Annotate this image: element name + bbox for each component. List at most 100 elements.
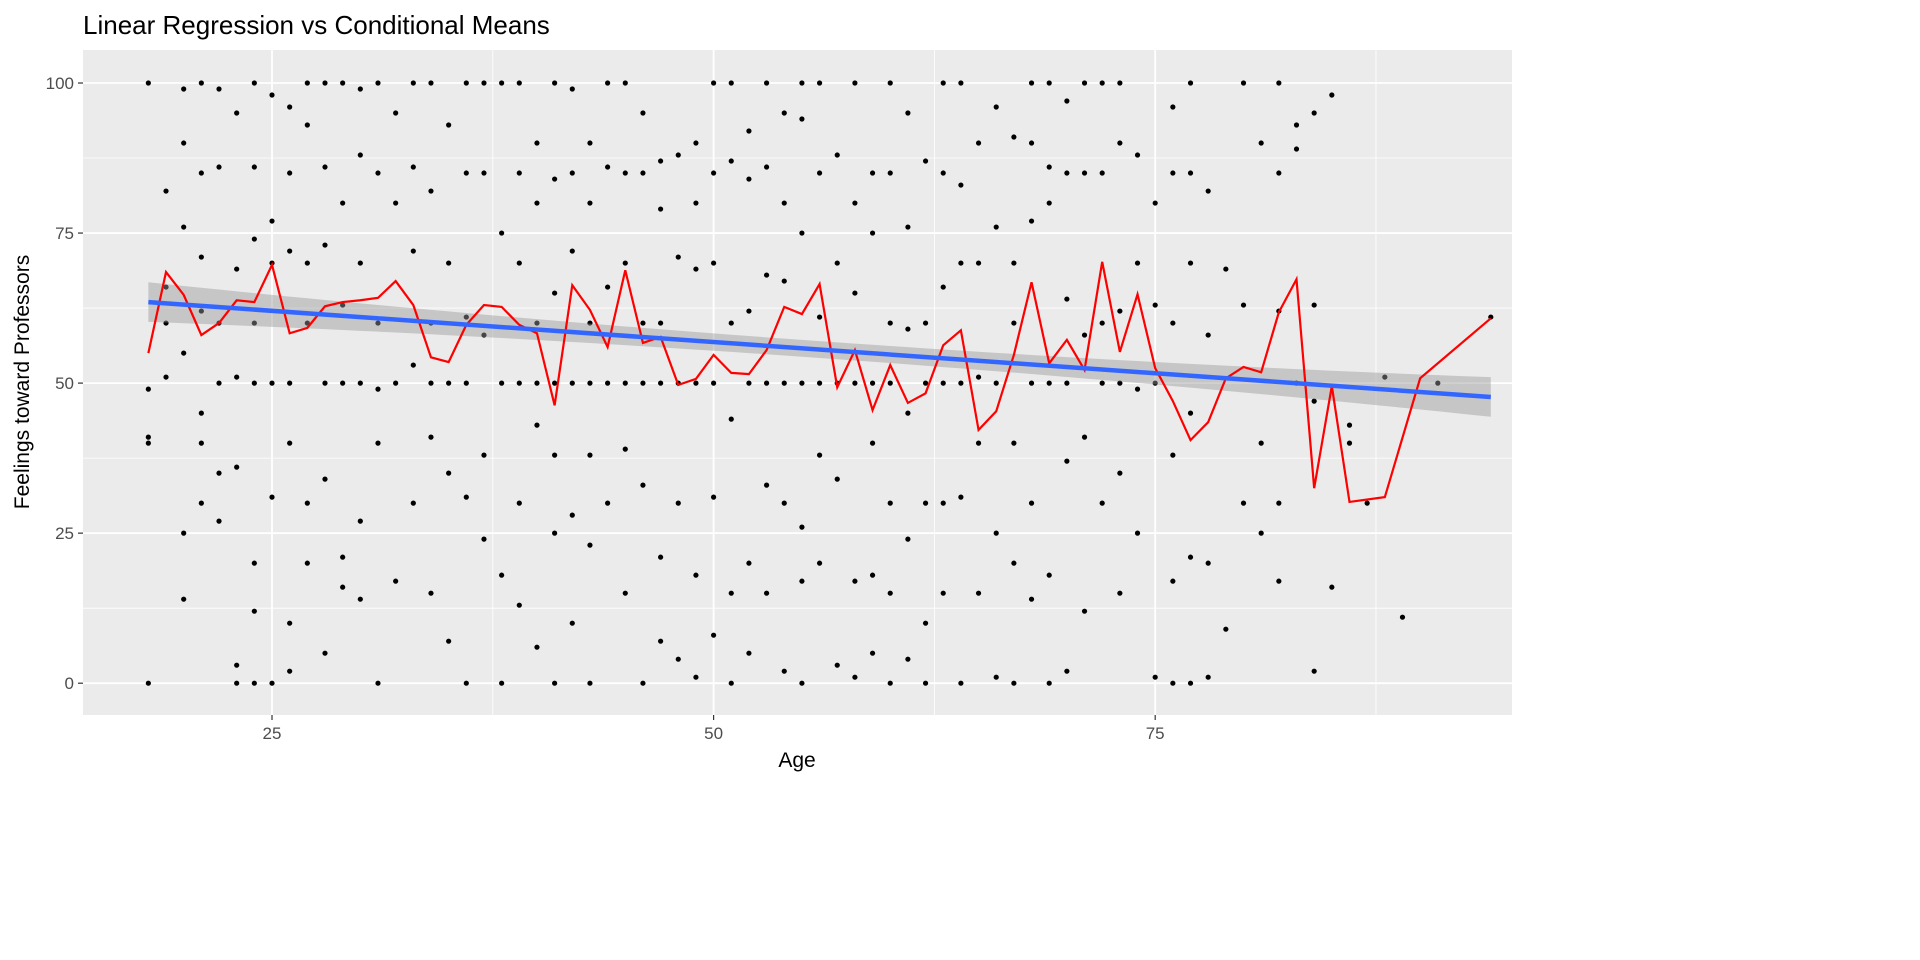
data-point (1064, 380, 1070, 386)
data-point (393, 578, 399, 584)
data-point (516, 602, 522, 608)
data-point (428, 590, 434, 596)
data-point (145, 440, 151, 446)
data-point (799, 230, 805, 236)
data-point (181, 596, 187, 602)
data-point (463, 680, 469, 686)
data-point (958, 494, 964, 500)
data-point (375, 680, 381, 686)
data-point (481, 80, 487, 86)
data-point (234, 680, 240, 686)
scatter-points (145, 80, 1494, 686)
data-point (1099, 170, 1105, 176)
data-point (728, 80, 734, 86)
data-point (869, 650, 876, 656)
data-point (534, 200, 540, 206)
data-point (569, 620, 575, 626)
data-point (569, 170, 575, 176)
data-point (1329, 584, 1335, 590)
data-point (905, 536, 911, 542)
y-tick-label: 50 (55, 374, 74, 393)
data-point (1099, 320, 1105, 326)
data-point (145, 80, 151, 86)
data-point (887, 680, 893, 686)
data-point (1117, 470, 1123, 476)
data-point (675, 254, 681, 260)
data-point (251, 236, 257, 242)
data-point (605, 284, 611, 290)
data-point (975, 374, 982, 380)
data-point (852, 80, 858, 86)
data-point (710, 494, 717, 500)
data-point (181, 224, 187, 230)
data-point (746, 128, 752, 134)
data-point (322, 650, 328, 656)
data-point (216, 164, 222, 170)
data-point (1223, 626, 1229, 632)
data-point (1276, 500, 1282, 506)
data-point (516, 80, 522, 86)
data-point (251, 164, 257, 170)
data-point (587, 452, 593, 458)
data-point (163, 320, 169, 326)
data-point (816, 380, 823, 386)
y-tick-label: 100 (46, 74, 74, 93)
data-point (375, 170, 381, 176)
data-point (1170, 170, 1176, 176)
data-point (269, 680, 275, 686)
data-point (357, 596, 363, 602)
data-point (499, 230, 505, 236)
data-point (251, 380, 257, 386)
data-point (516, 380, 522, 386)
data-point (852, 290, 858, 296)
data-point (428, 434, 434, 440)
data-point (552, 380, 558, 386)
data-point (569, 86, 575, 92)
data-point (799, 80, 805, 86)
data-point (728, 416, 734, 422)
data-point (251, 320, 257, 326)
data-point (1293, 146, 1300, 152)
data-point (1382, 374, 1388, 380)
data-point (869, 440, 876, 446)
data-point (1081, 608, 1088, 614)
data-point (410, 80, 416, 86)
data-point (552, 680, 558, 686)
data-point (340, 200, 346, 206)
data-point (922, 500, 929, 506)
data-point (622, 80, 628, 86)
data-point (1435, 380, 1441, 386)
data-point (446, 380, 452, 386)
data-point (887, 80, 893, 86)
data-point (499, 680, 505, 686)
data-point (940, 80, 946, 86)
data-point (1117, 80, 1123, 86)
data-point (1329, 92, 1335, 98)
data-point (251, 560, 257, 566)
data-point (463, 314, 469, 320)
data-point (640, 320, 646, 326)
data-point (1011, 260, 1017, 266)
data-point (781, 500, 787, 506)
data-point (587, 542, 593, 548)
data-point (1205, 332, 1211, 338)
data-point (1152, 200, 1158, 206)
data-point (852, 578, 858, 584)
data-point (658, 380, 664, 386)
data-point (852, 380, 858, 386)
data-point (181, 86, 187, 92)
data-point (181, 140, 187, 146)
data-point (463, 80, 469, 86)
data-point (163, 284, 169, 290)
data-point (1081, 332, 1088, 338)
data-point (446, 470, 452, 476)
data-point (728, 158, 734, 164)
data-point (869, 572, 876, 578)
data-point (834, 260, 840, 266)
data-point (198, 80, 204, 86)
data-point (781, 278, 787, 284)
data-point (1099, 380, 1105, 386)
data-point (958, 260, 964, 266)
data-point (393, 110, 399, 116)
data-point (728, 320, 734, 326)
